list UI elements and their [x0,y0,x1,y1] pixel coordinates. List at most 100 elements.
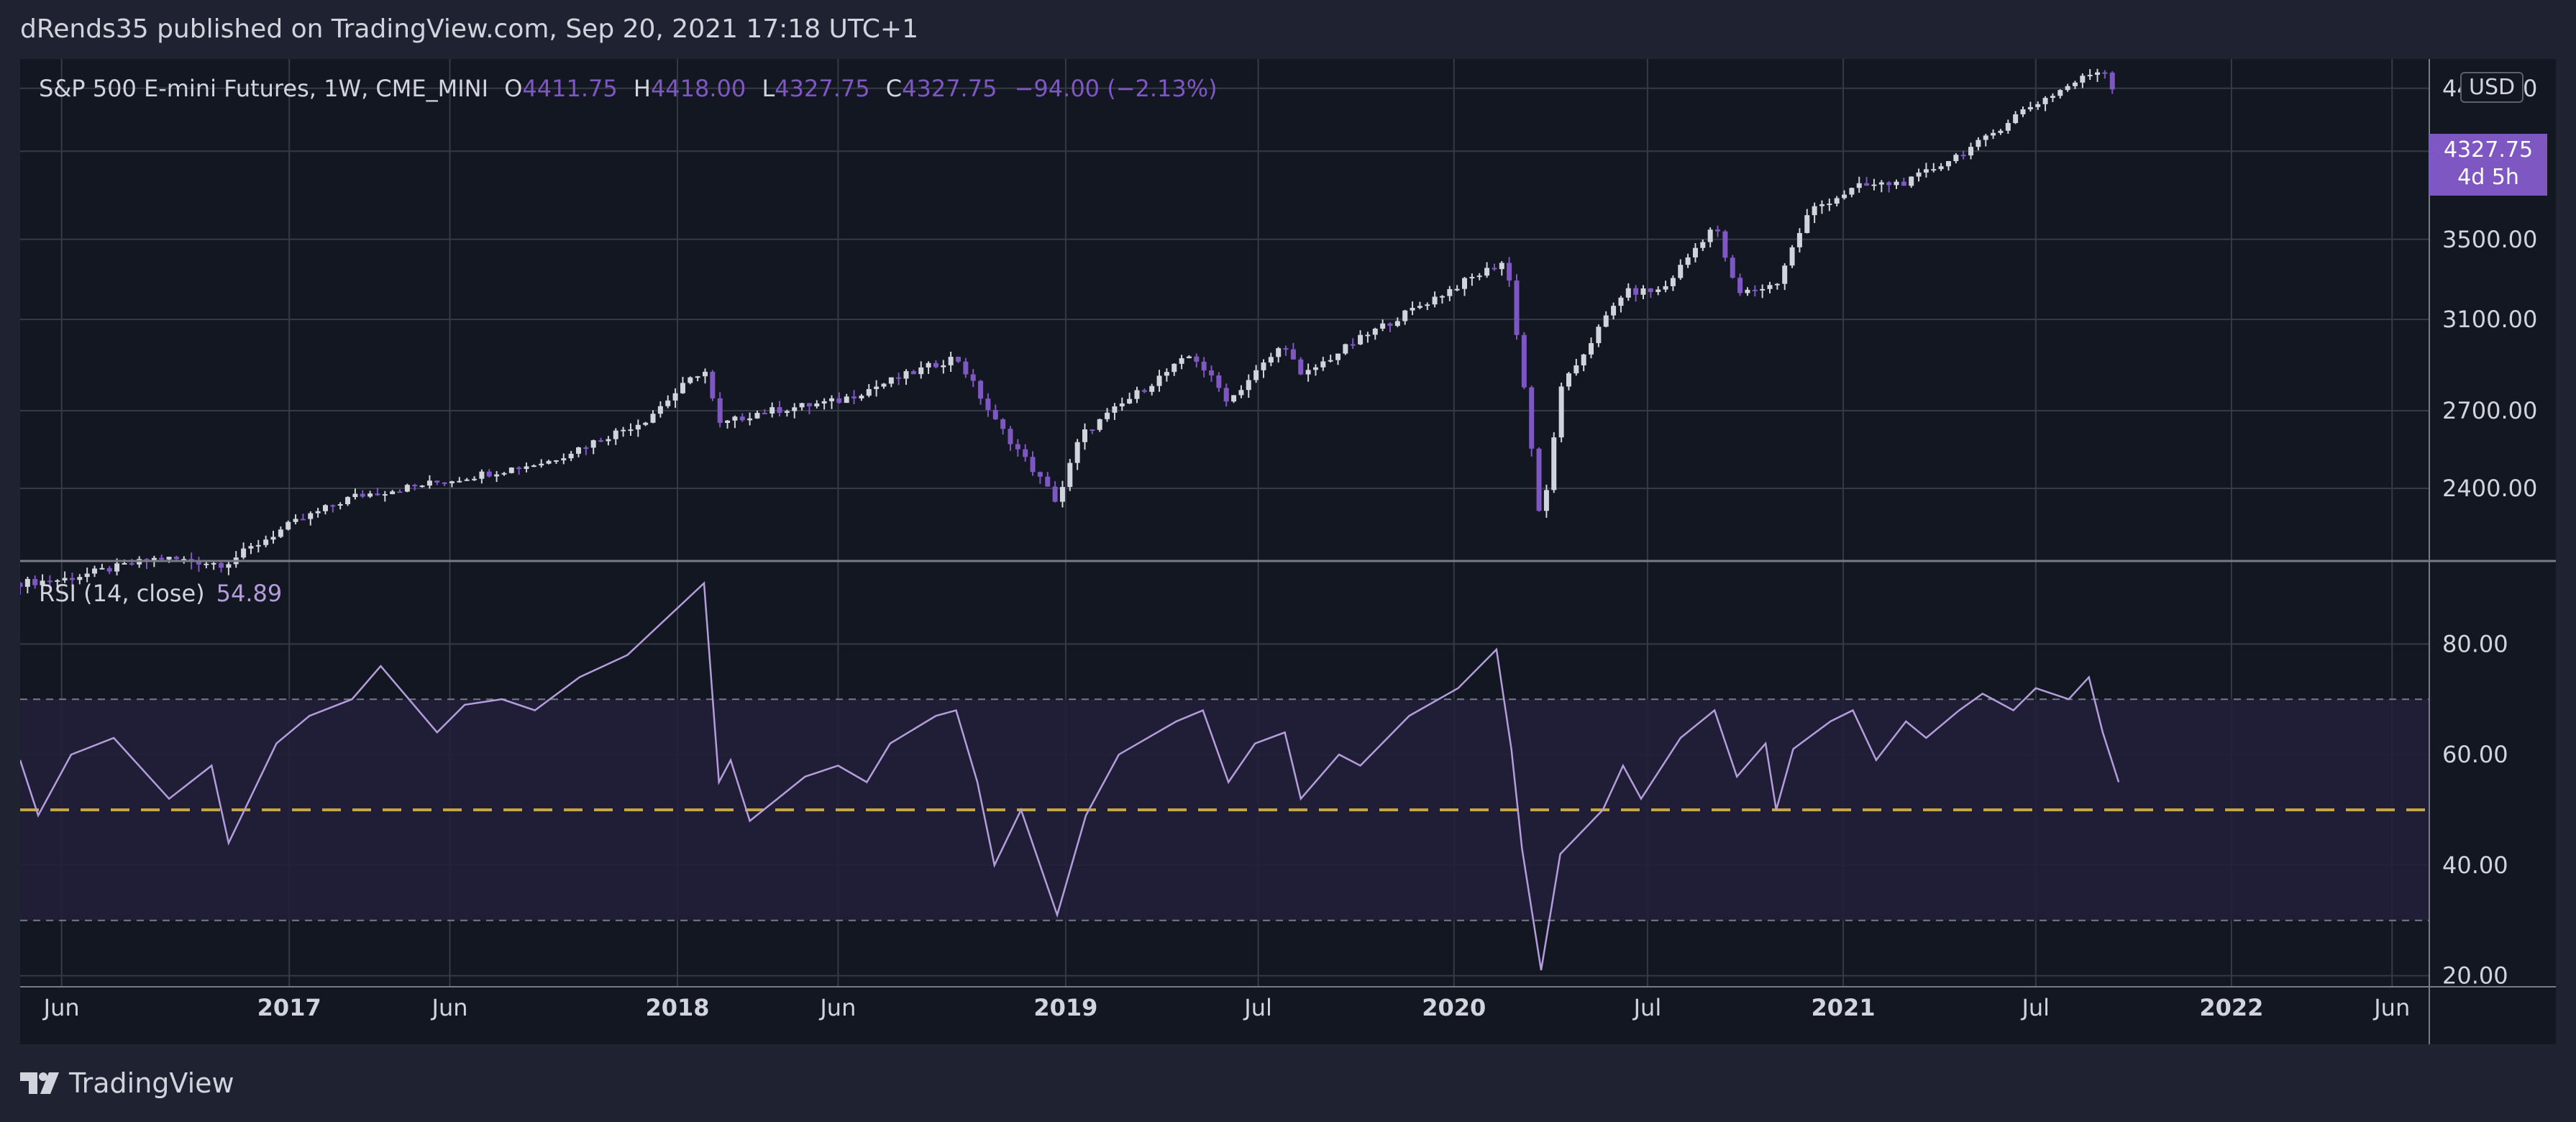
price-candle [1171,363,1177,376]
candle-body [20,583,23,587]
candle-body [1685,257,1691,265]
candle-body [1574,365,1579,374]
price-candle [1223,383,1229,407]
chart-frame[interactable]: Jun 2017 Jun 2018 Jun 2019 Jul 2020 Jul 2021 Jul 20… [20,59,2556,1044]
price-candle [1305,363,1311,382]
price-candle [1067,459,1073,491]
chart-canvas[interactable]: Jun 2017 Jun 2018 Jun 2019 Jul 2020 Jul 2021 Jul 20… [20,59,2556,1044]
candle-body [941,365,946,368]
price-candle [1730,255,1735,279]
price-candle [360,490,365,498]
candle-body [1678,265,1684,278]
candle-body [516,468,522,470]
price-candle [1983,134,1988,147]
price-candle [1380,319,1386,332]
bar-countdown: 4d 5h [2457,165,2519,190]
candle-body [1394,321,1400,327]
candle-body [1760,288,1766,291]
close-value: 4327.75 [902,75,997,102]
price-candle [1469,273,1475,286]
candle-body [1842,194,1847,199]
candle-body [486,471,492,477]
candle-body [315,511,321,514]
price-tick-label: 3500.00 [2442,226,2537,253]
price-candle [129,558,134,566]
price-candle [1335,353,1341,365]
price-candle [367,491,373,498]
price-candle [173,555,179,561]
candle-body [449,481,455,483]
candle-body [92,568,98,574]
candle-body [874,386,880,389]
candle-body [397,491,403,493]
price-candle [777,401,782,417]
candle-body [1127,398,1133,403]
candle-body [1551,437,1557,491]
price-candle [1454,285,1460,291]
candle-body [1633,288,1639,295]
candle-body [129,562,134,565]
price-candle [918,361,924,379]
candle-body [1305,370,1311,375]
candle-body [1023,449,1028,457]
price-candle [1276,347,1282,363]
candle-body [903,371,909,379]
price-candle [337,502,343,510]
candle-body [1796,232,1802,247]
candle-body [524,466,529,470]
price-candle [1097,419,1102,432]
price-candle [1008,426,1013,451]
candle-body [1298,359,1304,375]
candle-body [211,562,216,565]
candle-body [948,357,954,365]
tradingview-brand[interactable]: TradingView [20,1067,234,1099]
candle-body [1536,448,1542,511]
last-price-value: 4327.75 [2443,137,2534,163]
price-candle [553,460,559,465]
candle-body [590,440,596,448]
candle-body [665,400,671,406]
close-label: C [885,75,903,102]
price-candle [196,557,201,573]
price-candle [1812,202,1817,224]
price-candle [1856,176,1862,193]
price-candle [1640,285,1646,299]
price-candle [1633,285,1639,302]
price-candle [2042,96,2048,111]
candle-body [561,458,567,461]
price-candle [643,421,649,427]
candle-body [226,564,232,568]
price-candle [1432,291,1438,308]
price-candle [1268,352,1274,367]
candle-body [1283,348,1289,350]
price-candle [1536,447,1542,512]
price-candle [233,551,239,568]
candle-body [62,578,68,580]
candle-body [1343,344,1348,354]
candle-body [933,362,938,368]
price-candle [1387,322,1393,332]
candle-body [762,413,767,415]
price-candle [352,488,358,500]
price-candle [241,542,247,560]
currency-button[interactable]: USD [2460,72,2524,103]
x-tick-label: 2022 [2199,994,2263,1021]
candle-body [970,374,976,381]
price-candle [1462,276,1468,296]
candle-body [293,519,298,522]
price-candle [688,376,693,385]
price-candle [1343,343,1348,355]
price-candle [948,351,954,373]
candle-body [196,561,201,565]
candle-body [472,478,478,480]
axes: Jun 2017 Jun 2018 Jun 2019 Jul 2020 Jul 2021 Jul 20… [20,59,2556,1044]
price-candle [204,562,209,569]
rsi-title: RSI (14, close) [39,580,205,607]
price-candle [1164,368,1169,382]
price-candle [1782,263,1788,291]
price-candle [1737,273,1743,296]
price-candle [278,526,283,539]
rsi-value: 54.89 [216,580,283,607]
candle-body [1543,490,1549,511]
candle-body [717,398,723,423]
